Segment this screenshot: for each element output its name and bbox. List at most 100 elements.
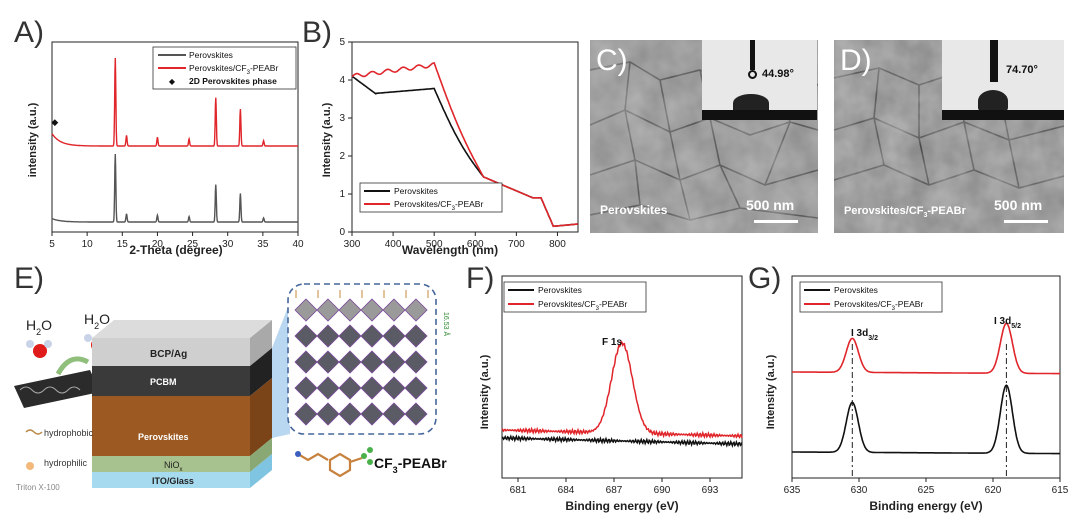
chart-b-y-tick-label: 5 [339,37,345,48]
chart-f-legend-0: Perovskites [538,285,582,295]
chart-a-x-tick-label: 35 [257,239,269,250]
octahedron [316,298,340,322]
panel-label-c: C) [596,44,628,77]
chart-f-legend-1: Perovskites/CF3-PEABr [538,299,627,312]
octahedron [404,324,428,348]
water-label: H2O [26,317,52,337]
scale-bar-label: 500 nm [746,197,795,213]
chart-a-ylabel: intensity (a.u.) [27,102,39,177]
hydrophilic-label: hydrophilic [44,458,88,468]
panel-label-f: F) [466,262,495,295]
octahedron [404,350,428,374]
octahedron [316,324,340,348]
chart-b-x-tick-label: 500 [426,239,443,250]
panel-label-g: G) [748,262,782,295]
octahedron [294,376,318,400]
octahedron [338,324,362,348]
octahedron [316,376,340,400]
chart-b-y-tick-label: 1 [339,189,345,200]
octahedron [294,298,318,322]
panel-label-b: B) [302,16,332,49]
chart-b-y-tick-label: 3 [339,113,345,124]
layer-ito-glass: ITO/Glass [152,476,194,486]
hydrophobic-label: hydrophobic [44,428,94,438]
device-schematic: H2O H2O BCP/Ag PCBM Perovskites NiOx ITO… [14,283,451,492]
chart-a-x-tick-label: 15 [117,239,129,250]
water-label: H2O [84,311,110,331]
chart-a: 5 10 15 20 25 30 35 40 ◆ intensity (a.u.) 2-Thet… [27,41,304,257]
chart-b-legend-1: Perovskites/CF3-PEABr [394,199,483,212]
chart-g-x-tick-label: 630 [851,485,868,496]
spacing-label: 16.53 Å [442,312,451,336]
chart-a-xlabel: 2-Theta (degree) [129,243,222,257]
octahedron [360,350,384,374]
diamond-icon: ◆ [169,77,176,86]
chart-g-annotation-32: I 3d3/2 [851,328,878,342]
sem-sample-label: Perovskites/CF3-PEABr [844,205,966,220]
chart-b-x-tick-label: 700 [508,239,525,250]
chart-b-y-tick-label: 2 [339,151,345,162]
chart-b-series-cf3 [351,61,579,228]
scale-bar-label: 500 nm [994,197,1043,213]
chart-a-legend-2: 2D Perovskites phase [189,76,277,86]
crystal-structure [294,290,429,426]
chart-b-x-tick-label: 300 [344,239,361,250]
chart-f-x-tick-label: 681 [510,485,527,496]
chart-g-xlabel: Binding energy (eV) [869,499,982,513]
chart-a-legend-1: Perovskites/CF3-PEABr [189,63,278,76]
panel-label-a: A) [14,16,44,49]
octahedron [360,324,384,348]
chart-a-series-cf3 [51,57,298,147]
chart-a-x-tick-label: 20 [152,239,164,250]
cf3-peabr-molecule-icon [297,452,363,478]
octahedron [404,376,428,400]
contact-angle-inset: 74.70° [942,40,1064,120]
chart-g-legend-0: Perovskites [834,285,878,295]
chart-g-ylabel: Intensity (a.u.) [765,354,777,429]
chart-f-series-perovskites [501,434,743,449]
octahedron [382,324,406,348]
chart-a-x-tick-label: 30 [222,239,234,250]
octahedron [294,324,318,348]
layer-bcp-ag: BCP/Ag [150,349,187,360]
chart-f-x-tick-label: 684 [558,485,575,496]
sem-image-perovskites: 44.98° Perovskites 500 nm [590,40,818,233]
panel-label-e: E) [14,262,44,295]
plot-frame [51,41,299,233]
octahedron [382,376,406,400]
chart-f-series-cf3 [501,340,743,439]
chart-a-x-tick-label: 10 [82,239,94,250]
chart-g-legend-1: Perovskites/CF3-PEABr [834,299,923,312]
chart-b-legend-0: Perovskites [394,186,438,196]
octahedron [338,402,362,426]
chart-f-xlabel: Binding energy (eV) [565,499,678,513]
octahedron [338,350,362,374]
chart-f-annotation: F 1s [602,337,622,348]
octahedron [404,402,428,426]
octahedron [294,350,318,374]
chart-b-xlabel: Wavelength (nm) [402,243,498,257]
hydrophilic-icon [26,462,34,470]
octahedron [360,402,384,426]
chart-g-series-perovskites [792,384,1060,455]
layer-perovskites: Perovskites [138,432,189,442]
chart-a-x-tick-label: 40 [292,239,304,250]
diamond-icon: ◆ [51,117,58,127]
octahedron [316,402,340,426]
chart-b-x-tick-label: 400 [385,239,402,250]
octahedron [360,376,384,400]
chart-g-x-tick-label: 615 [1052,485,1069,496]
chart-f-ylabel: Intensity (a.u.) [479,354,491,429]
chart-g-x-tick-label: 635 [784,485,801,496]
chart-g-annotation-52: I 3d5/2 [994,316,1021,330]
contact-angle-inset: 44.98° [702,40,817,120]
scale-bar [1004,220,1048,223]
octahedron [382,402,406,426]
chart-a-legend-0: Perovskites [189,50,233,60]
chart-b-y-tick-label: 0 [339,227,345,238]
panel-label-d: D) [840,44,872,77]
chart-a-series-perovskites [51,153,298,223]
chart-b-x-tick-label: 600 [467,239,484,250]
chart-b-ylabel: Intensity (a.u.) [321,102,333,177]
chart-a-x-tick-label: 25 [187,239,199,250]
